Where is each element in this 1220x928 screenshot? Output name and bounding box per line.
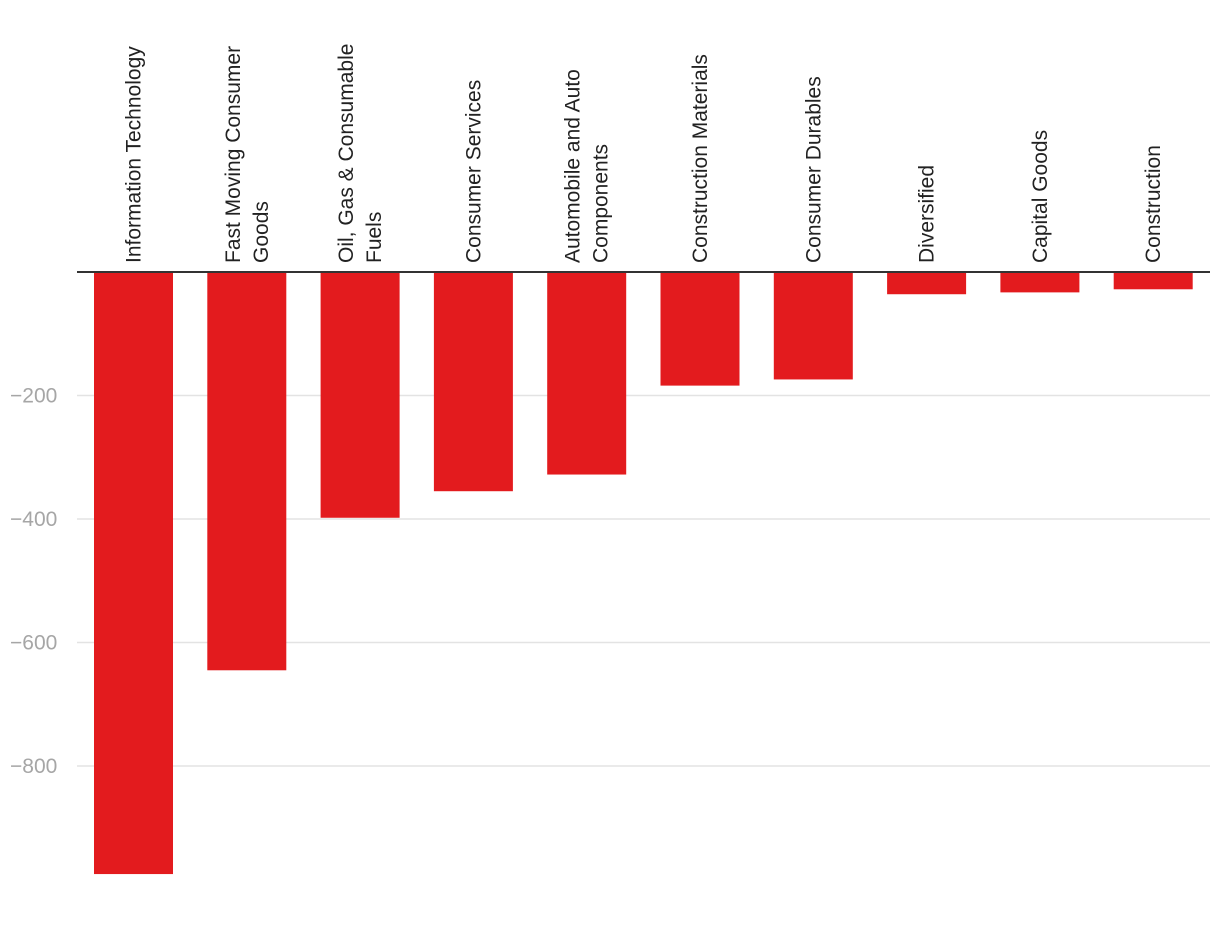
bar (1000, 272, 1080, 293)
category-label-line: Consumer Services (462, 80, 485, 263)
category-label-line: Construction Materials (689, 54, 712, 263)
bar (887, 272, 967, 295)
category-label: Capital Goods (1029, 130, 1052, 263)
category-label: Information Technology (123, 46, 146, 263)
category-label: Construction Materials (689, 54, 712, 263)
category-label-line: Goods (250, 201, 273, 263)
bar (773, 272, 853, 380)
y-tick-label: −400 (10, 508, 57, 531)
category-labels: Information Technology Fast Moving Consum… (123, 44, 1166, 263)
y-tick-label: −800 (10, 755, 57, 778)
y-tick-label: −200 (10, 385, 57, 408)
bar (94, 272, 173, 875)
category-label: Consumer Durables (802, 76, 825, 263)
category-label-line: Automobile and Auto (562, 69, 585, 263)
bar (1113, 272, 1193, 290)
bar (660, 272, 740, 386)
category-label: Automobile and Auto Components (562, 69, 613, 263)
category-label: Oil, Gas & Consumable Fuels (335, 44, 386, 263)
bar (433, 272, 513, 492)
category-label-line: Consumer Durables (802, 76, 825, 263)
y-tick-label: −600 (10, 632, 57, 655)
bar (547, 272, 627, 475)
category-label-line: Information Technology (123, 46, 146, 263)
category-label: Construction (1142, 145, 1165, 263)
category-label-line: Components (590, 144, 613, 263)
category-label-line: Fuels (363, 212, 386, 263)
category-label-line: Fast Moving Consumer (222, 46, 245, 263)
category-label: Consumer Services (462, 80, 485, 263)
category-label: Fast Moving Consumer Goods (222, 46, 273, 263)
category-label-line: Construction (1142, 145, 1165, 263)
bars (94, 272, 1193, 875)
y-axis-tick-labels: −200 −400 −600 −800 (10, 385, 57, 779)
category-label-line: Capital Goods (1029, 130, 1052, 263)
bar (320, 272, 400, 518)
category-label-line: Oil, Gas & Consumable (335, 44, 358, 263)
bar (207, 272, 287, 671)
category-label-line: Diversified (916, 165, 939, 263)
category-label: Diversified (916, 165, 939, 263)
